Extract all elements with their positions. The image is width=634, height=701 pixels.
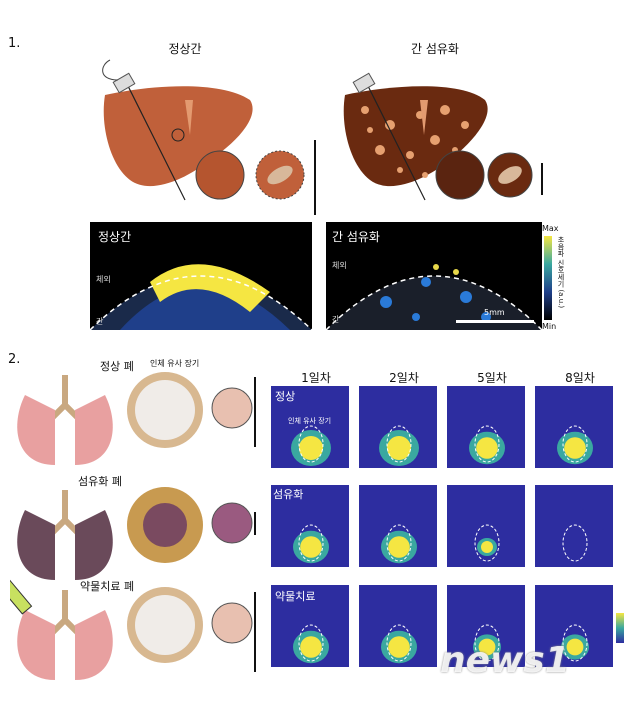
day-panel [359,585,437,667]
liver-label-right: 간 [332,315,340,324]
section-2-number: 2. [8,352,21,367]
colorbar [544,236,552,320]
day-panel [535,585,613,667]
day-panel [447,386,525,468]
liver-illustrations [102,59,543,215]
scale-bar-label: 5mm [484,308,505,317]
panel-label-treated: 약물치료 [275,590,316,603]
panel-organoid-label: 인체 유사 장기 [288,417,332,425]
day-panel [447,585,525,667]
outside-label-left: 체외 [96,275,111,284]
colorbar-title: 초음파 신호세기 (a.u.) [557,236,565,309]
day-panel [271,386,349,468]
outside-label-right: 체외 [332,261,347,270]
fibrosis-liver-title: 간 섬유화 [411,42,459,56]
day-panel [535,386,613,468]
fibrosis-lung-icon [17,490,113,580]
row-title-fibrosis: 섬유화 폐 [78,475,122,488]
treated-lung-icon [10,579,113,680]
fibrosis-liver-icon [343,72,543,201]
day-panel [535,485,613,567]
lung-organoid-illustrations [10,372,256,680]
normal-liver-icon [102,59,316,215]
ultrasound-fibrosis-image: 간 섬유화 체외 간 5mm [326,222,542,330]
day-panel [271,585,349,667]
fibrosis-organoid-icon [127,487,256,563]
treated-organoid-icon [127,587,256,672]
watermark: news1 [440,640,570,681]
day-panel [359,485,437,567]
ultrasound-fibrosis-label: 간 섬유화 [332,230,380,244]
normal-liver-title: 정상간 [168,42,202,56]
ultrasound-normal-image: 정상간 체외 간 [90,222,312,330]
colorbar-min: Min [542,322,557,331]
panel-label-fibrosis: 섬유화 [273,488,304,501]
normal-organoid-icon [127,372,256,448]
colorbar-max: Max [542,224,559,233]
ultrasound-normal-label: 정상간 [98,230,132,244]
day-header-3: 5일차 [477,371,507,385]
section-1-number: 1. [8,36,21,51]
day-panel [447,485,525,567]
organoid-label: 인체 유사 장기 [150,359,200,368]
day-panel [271,485,349,567]
normal-lung-icon [17,375,113,465]
day-header-4: 8일차 [565,371,595,385]
row-title-treated: 약물치료 폐 [80,580,135,593]
liver-label-left: 간 [96,317,104,326]
day-panel [359,386,437,468]
panel-colorbar [616,613,624,643]
panel-label-normal: 정상 [275,390,296,403]
row-title-normal: 정상 폐 [100,360,134,373]
day-header-1: 1일차 [301,371,331,385]
day-header-2: 2일차 [389,371,419,385]
